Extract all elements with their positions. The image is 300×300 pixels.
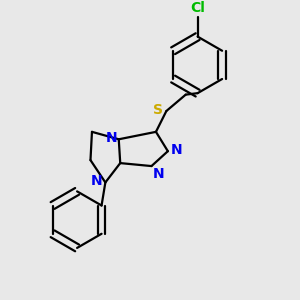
Text: N: N (153, 167, 165, 181)
Text: Cl: Cl (190, 1, 205, 15)
Text: N: N (91, 174, 102, 188)
Text: S: S (153, 103, 163, 116)
Text: N: N (106, 131, 117, 145)
Text: N: N (171, 143, 183, 157)
